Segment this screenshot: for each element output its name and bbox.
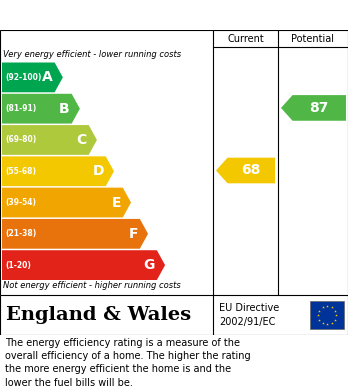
Polygon shape	[2, 188, 131, 217]
Polygon shape	[2, 219, 148, 249]
Text: E: E	[111, 196, 121, 210]
Polygon shape	[2, 156, 114, 186]
Text: 68: 68	[242, 163, 261, 178]
Text: Energy Efficiency Rating: Energy Efficiency Rating	[63, 7, 285, 22]
Polygon shape	[281, 95, 346, 121]
Text: (92-100): (92-100)	[5, 73, 41, 82]
Text: Very energy efficient - lower running costs: Very energy efficient - lower running co…	[3, 50, 181, 59]
Text: Not energy efficient - higher running costs: Not energy efficient - higher running co…	[3, 281, 181, 290]
Text: B: B	[59, 102, 70, 116]
Text: D: D	[92, 164, 104, 178]
Text: England & Wales: England & Wales	[6, 306, 191, 324]
Text: (55-68): (55-68)	[5, 167, 36, 176]
Text: A: A	[42, 70, 53, 84]
Bar	[310, 301, 344, 329]
Text: G: G	[143, 258, 155, 272]
Text: The energy efficiency rating is a measure of the
overall efficiency of a home. T: The energy efficiency rating is a measur…	[5, 338, 251, 387]
Polygon shape	[2, 250, 165, 280]
Text: Potential: Potential	[292, 34, 334, 43]
Text: (69-80): (69-80)	[5, 135, 36, 144]
Polygon shape	[216, 158, 275, 183]
Text: EU Directive: EU Directive	[219, 303, 279, 313]
Text: 2002/91/EC: 2002/91/EC	[219, 317, 275, 327]
Text: (21-38): (21-38)	[5, 229, 36, 239]
Polygon shape	[2, 125, 97, 155]
Polygon shape	[2, 94, 80, 124]
Text: 87: 87	[310, 101, 329, 115]
Text: F: F	[128, 227, 138, 241]
Text: (1-20): (1-20)	[5, 261, 31, 270]
Text: C: C	[77, 133, 87, 147]
Text: (39-54): (39-54)	[5, 198, 36, 207]
Polygon shape	[2, 63, 63, 92]
Text: (81-91): (81-91)	[5, 104, 36, 113]
Text: Current: Current	[227, 34, 264, 43]
